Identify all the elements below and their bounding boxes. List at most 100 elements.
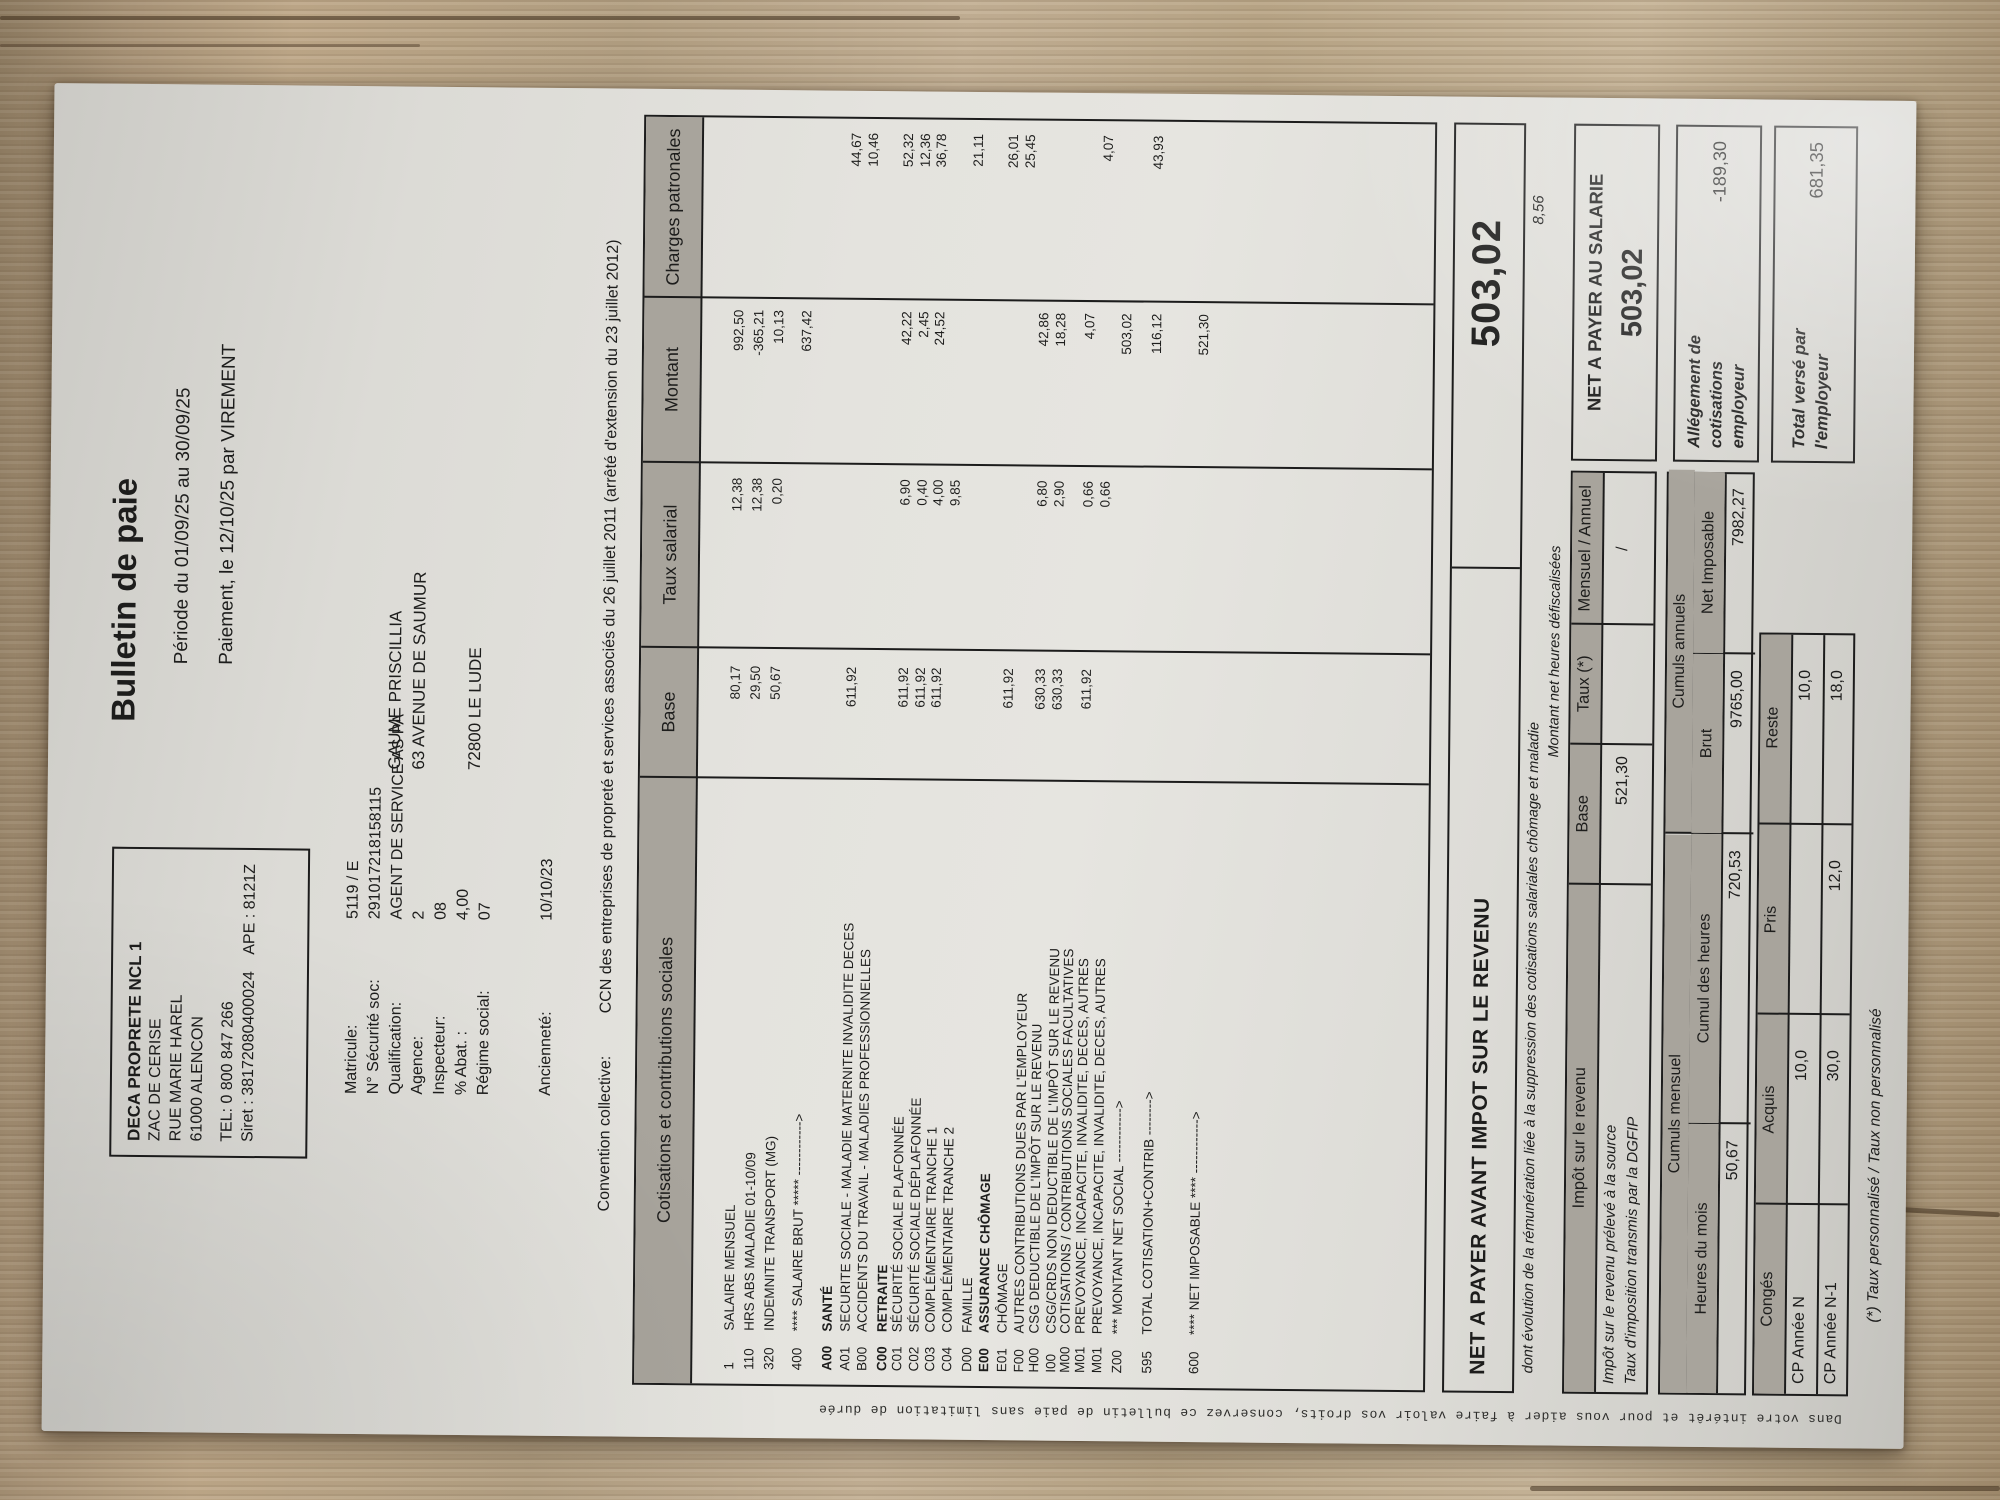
row-taux — [966, 480, 968, 650]
row-base — [965, 668, 966, 780]
conges-table: Congés Acquis Pris Reste CP Année N 10,0 10,0 C… — [1751, 632, 1856, 1397]
row-charges: 25,45 — [1022, 134, 1039, 169]
total-verse-box: Total versé par l'employeur 681,35 — [1770, 125, 1859, 464]
table-row: 595 TOTAL COTISATION+CONTRIB --------> 116… — [1139, 122, 1169, 1388]
row-montant: 503,02 — [1118, 313, 1135, 355]
employer-siret: Siret : 38172080400024 — [239, 971, 258, 1143]
employee-address: 63 AVENUE DE SAUMUR — [408, 571, 430, 770]
row-taux — [796, 478, 798, 648]
row-charges — [884, 133, 886, 299]
info-field-label: Qualification: — [386, 1001, 405, 1095]
row-base: 29,50 — [747, 665, 763, 700]
income-tax-base-value: 521,30 — [1613, 756, 1632, 806]
row-taux: 12,38 — [749, 477, 765, 512]
row-montant — [968, 312, 969, 465]
row-base: 611,92 — [912, 667, 928, 708]
row-charges: 52,32 — [900, 133, 917, 168]
footnote: (*) Taux personnalisé / Taux non personn… — [1864, 1008, 1885, 1323]
cumuls-col-header: Heures du mois — [1686, 1123, 1719, 1394]
cumuls-col-header: Cumul des heures — [1688, 833, 1722, 1124]
row-montant: 2,45 — [916, 311, 932, 338]
row-taux: 0,20 — [769, 477, 785, 505]
row-montant: 521,30 — [1195, 314, 1212, 356]
row-label: RETRAITE — [874, 1264, 891, 1333]
row-code: C04 — [939, 1346, 955, 1372]
convention-label: Convention collective: — [595, 1055, 615, 1212]
net-before-tax-row: NET A PAYER AVANT IMPOT SUR LE REVENU 50… — [1442, 122, 1527, 1394]
info-field-value: 4,00 — [454, 888, 472, 921]
row-code: A00 — [819, 1345, 835, 1371]
row-taux: 12,38 — [729, 477, 745, 512]
conges-acquis: 10,0 — [1793, 1049, 1811, 1082]
allegement-label-line: employeur — [1729, 364, 1748, 449]
row-montant: 4,07 — [1082, 312, 1098, 340]
income-tax-period-value: / — [1614, 546, 1632, 551]
row-base — [1063, 669, 1064, 781]
row-taux: 6,80 — [1034, 480, 1050, 507]
employer-tel: TEL: 0 800 847 266 — [218, 1001, 237, 1142]
row-code: F00 — [1011, 1349, 1027, 1373]
row-code: 600 — [1186, 1351, 1202, 1375]
row-label: TOTAL COTISATION+CONTRIB --------> — [1139, 1091, 1157, 1335]
income-tax-row-line1: Impôt sur le revenu prélevé à la source — [1600, 1124, 1620, 1385]
row-taux — [1146, 482, 1148, 652]
row-montant: 10,13 — [771, 309, 787, 344]
pay-period: Période du 01/09/25 au 30/09/25 — [170, 387, 195, 665]
net-salarie-box: NET A PAYER AU SALARIE 503,02 — [1570, 123, 1661, 462]
row-base — [880, 667, 881, 779]
row-montant: -365,21 — [750, 309, 767, 356]
income-tax-base-header: Base — [1573, 794, 1592, 833]
net-before-tax-label: NET A PAYER AVANT IMPOT SUR LE REVENU — [1466, 897, 1494, 1375]
conges-pris — [1794, 860, 1795, 1015]
allegement-label-line: Allégement de — [1685, 334, 1705, 448]
row-base — [1192, 670, 1193, 782]
row-code: 400 — [789, 1347, 805, 1371]
row-label: SALAIRE MENSUEL — [721, 1204, 738, 1331]
row-code: Z00 — [1109, 1350, 1125, 1374]
row-montant — [828, 311, 829, 464]
info-field-value: 10/10/23 — [538, 858, 557, 921]
info-field-label: Agence: — [408, 1035, 427, 1095]
row-label: PREVOYANCE, INCAPACITE, INVALIDITE, DECE… — [1072, 958, 1092, 1335]
row-taux — [881, 479, 883, 649]
dont-evolution-line: dont évolution de la rémunération liée à… — [1520, 721, 1543, 1374]
conges-reste: 18,0 — [1828, 670, 1846, 702]
row-label: *** MONTANT NET SOCIAL ------------> — [1109, 1100, 1127, 1335]
col-header-charges: Charges patronales — [662, 128, 684, 286]
income-tax-table: Impôt sur le revenu Base Taux (*) Mensue… — [1562, 470, 1657, 1395]
row-code: A01 — [837, 1346, 853, 1371]
page-title: Bulletin de paie — [104, 477, 144, 722]
row-code: 595 — [1139, 1351, 1155, 1374]
row-label: PREVOYANCE, INCAPACITE, INVALIDITE, DECE… — [1089, 958, 1109, 1335]
conges-pris: 12,0 — [1826, 860, 1845, 892]
row-base — [945, 668, 946, 780]
conges-row-label: CP Année N-1 — [1822, 1282, 1841, 1385]
row-charges — [731, 132, 733, 298]
col-header-taux: Taux salarial — [659, 504, 680, 605]
col-header-base: Base — [657, 691, 679, 733]
row-label: **** SALAIRE BRUT ***** ------------> — [789, 1113, 807, 1332]
row-code: M01 — [1072, 1346, 1088, 1374]
row-charges: 10,46 — [865, 132, 882, 167]
row-montant: 42,22 — [899, 311, 915, 346]
cumuls-value: 7982,27 — [1730, 488, 1748, 547]
income-tax-taux-header: Taux (*) — [1574, 655, 1594, 713]
row-code: B00 — [854, 1346, 870, 1371]
contributions-table: Cotisations et contributions sociales Ba… — [632, 114, 1438, 1393]
wood-grain-seam — [0, 44, 420, 47]
row-taux: 4,00 — [930, 479, 946, 506]
total-verse-label: Total versé par l'employeur — [1787, 328, 1834, 449]
row-base — [795, 666, 796, 778]
row-base: 611,92 — [928, 667, 944, 708]
row-taux: 6,90 — [897, 479, 913, 506]
conges-header: Pris — [1762, 905, 1780, 934]
info-field-value: AGENT DE SERVICE AS PA — [388, 713, 408, 920]
cumuls-annuels-header: Cumuls annuels — [1665, 469, 1695, 833]
cumuls-value: 9765,00 — [1728, 670, 1746, 729]
conges-acquis: 30,0 — [1825, 1050, 1843, 1082]
employer-name: DECA PROPRETE NCL 1 — [124, 941, 146, 1141]
income-tax-row-line2: Taux d'imposition transmis par la DGFIP — [1622, 1116, 1642, 1385]
row-montant: 24,52 — [932, 311, 948, 346]
row-base: 80,17 — [727, 665, 743, 700]
row-montant: 992,50 — [730, 309, 747, 352]
